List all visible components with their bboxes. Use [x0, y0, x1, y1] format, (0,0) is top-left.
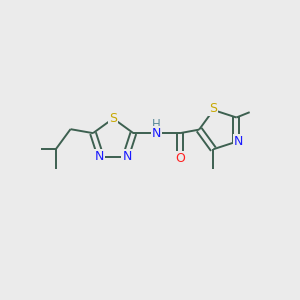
Text: N: N: [122, 150, 132, 163]
Text: H: H: [152, 118, 161, 131]
Text: O: O: [175, 152, 185, 165]
Text: N: N: [152, 127, 161, 140]
Text: S: S: [109, 112, 117, 125]
Text: N: N: [94, 150, 104, 163]
Text: N: N: [234, 135, 244, 148]
Text: S: S: [209, 102, 217, 115]
